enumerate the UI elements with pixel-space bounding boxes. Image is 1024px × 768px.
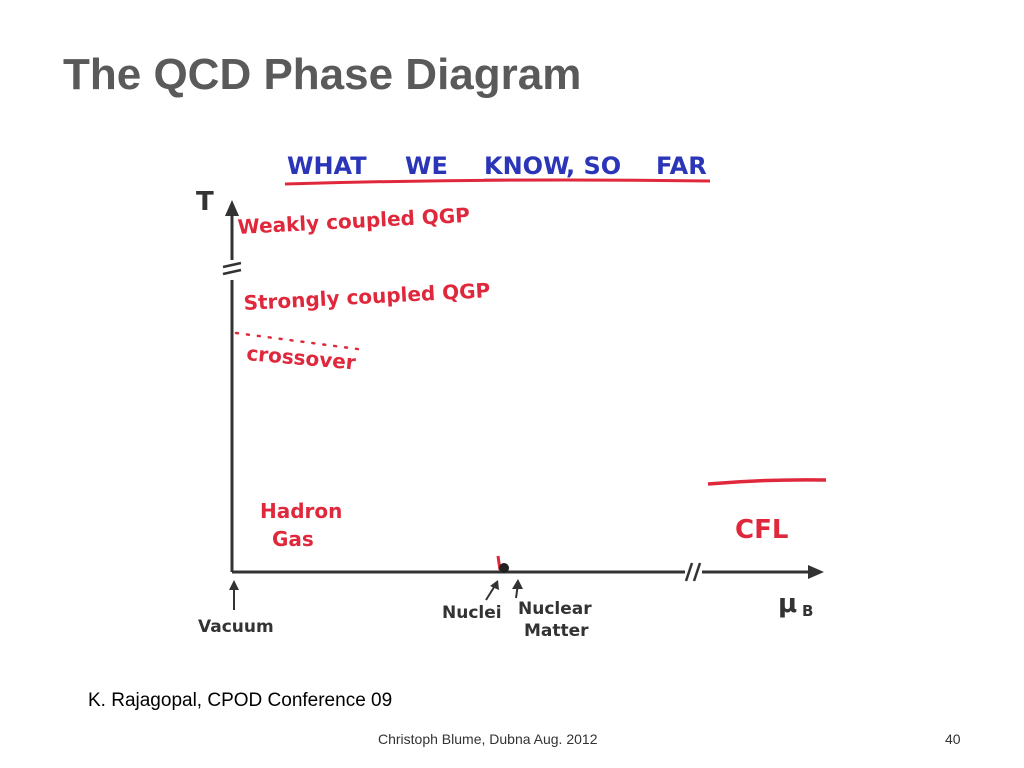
x-axis-arrowhead (808, 565, 824, 579)
heading-red-underline (284, 178, 711, 186)
axis-markers: Vacuum Nuclei Nuclear Matter (198, 555, 592, 641)
nuclei-arrowhead (490, 580, 499, 590)
region-crossover: crossover (246, 341, 357, 374)
slide-title: The QCD Phase Diagram (63, 50, 582, 99)
heading-word-far: FAR (656, 152, 707, 180)
region-weakly-coupled-qgp: Weakly coupled QGP (237, 203, 470, 239)
y-axis: T (196, 187, 242, 572)
y-axis-label: T (196, 187, 214, 217)
heading-word-so: , SO (566, 152, 621, 180)
region-strongly-coupled-qgp: Strongly coupled QGP (243, 278, 491, 315)
region-hadron-gas-line2: Gas (272, 527, 314, 551)
footer-text: Christoph Blume, Dubna Aug. 2012 (378, 731, 598, 747)
region-hadron-gas-line1: Hadron (260, 499, 342, 523)
citation: K. Rajagopal, CPOD Conference 09 (88, 690, 393, 711)
cfl-boundary-line (707, 478, 827, 486)
x-axis-label-subscript: B (802, 602, 813, 620)
marker-nuclear-matter-line2: Matter (524, 621, 589, 641)
marker-nuclei: Nuclei (442, 603, 502, 623)
y-axis-arrowhead (225, 200, 239, 216)
heading-word-we: WE (405, 152, 448, 180)
vacuum-arrowhead (229, 580, 239, 590)
x-axis-break-mark (692, 562, 702, 582)
x-axis: μ B (232, 562, 824, 620)
phase-diagram: WHAT WE KNOW , SO FAR T μ B (190, 140, 840, 650)
y-axis-break-mark (222, 261, 242, 269)
region-cfl: CFL (735, 515, 788, 545)
heading-word-know: KNOW (484, 152, 570, 180)
page-number: 40 (945, 731, 961, 747)
nuclear-matter-point (499, 563, 509, 573)
y-axis-break-mark (222, 268, 242, 276)
heading-word-what: WHAT (287, 152, 367, 180)
crossover-dotted-line (234, 331, 367, 352)
phase-regions: Weakly coupled QGP Strongly coupled QGP … (234, 203, 827, 551)
marker-vacuum: Vacuum (198, 617, 274, 637)
diagram-heading: WHAT WE KNOW , SO FAR (284, 152, 711, 186)
x-axis-break-mark (684, 562, 694, 582)
x-axis-label: μ (778, 589, 797, 619)
marker-nuclear-matter-line1: Nuclear (518, 599, 592, 619)
nuclear-matter-arrowhead (512, 579, 523, 589)
